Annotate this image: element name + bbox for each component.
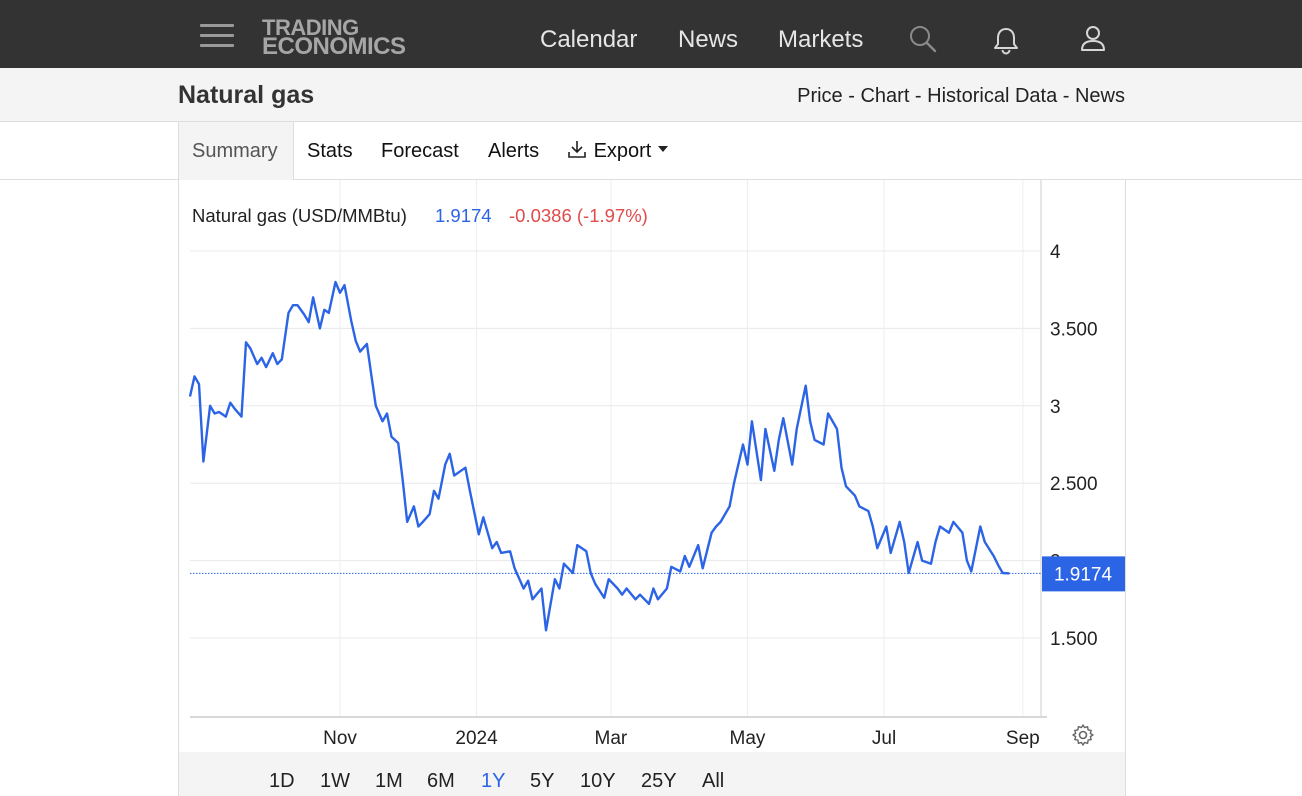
nav-news[interactable]: News: [678, 26, 739, 53]
link-news[interactable]: News: [1074, 85, 1125, 107]
range-selector: 1D 1W 1M 6M 1Y 5Y 10Y 25Y All: [178, 752, 1126, 796]
range-1d[interactable]: 1D: [269, 770, 295, 792]
logo-line1: TRADING: [262, 15, 359, 40]
caret-down-icon: [657, 146, 668, 152]
settings-gear-icon[interactable]: [1071, 723, 1095, 747]
search-icon[interactable]: [908, 24, 938, 54]
nav-markets[interactable]: Markets: [778, 26, 864, 53]
separator: -: [1057, 85, 1075, 107]
separator: -: [909, 85, 928, 107]
range-10y[interactable]: 10Y: [580, 770, 616, 792]
range-all[interactable]: All: [702, 770, 725, 792]
top-navbar: TRADING ECONOMICS Calendar News Markets: [0, 0, 1302, 68]
nav-calendar[interactable]: Calendar: [540, 26, 638, 53]
chart-panel: [178, 180, 1126, 796]
download-icon: [568, 141, 586, 158]
link-chart[interactable]: Chart: [860, 85, 910, 107]
tab-export[interactable]: Export: [566, 122, 669, 180]
tab-alerts[interactable]: Alerts: [488, 140, 540, 162]
range-25y[interactable]: 25Y: [641, 770, 677, 792]
page-title: Natural gas: [178, 81, 315, 109]
logo[interactable]: TRADING ECONOMICS: [262, 17, 432, 59]
menu-icon[interactable]: [200, 24, 234, 48]
user-icon[interactable]: [1078, 23, 1108, 53]
link-price[interactable]: Price: [797, 85, 843, 107]
link-historical-data[interactable]: Historical Data: [927, 85, 1058, 107]
bell-icon[interactable]: [991, 25, 1021, 55]
tab-bar: Summary Stats Forecast Alerts Export: [0, 122, 1302, 181]
separator: -: [842, 85, 861, 107]
tab-stats[interactable]: Stats: [307, 140, 353, 162]
tab-forecast[interactable]: Forecast: [381, 140, 459, 162]
breadcrumb: Price - Chart - Historical Data - News: [797, 85, 1125, 107]
range-6m[interactable]: 6M: [427, 770, 455, 792]
export-label: Export: [593, 140, 652, 162]
title-bar: Natural gas Price - Chart - Historical D…: [0, 68, 1302, 122]
range-1y[interactable]: 1Y: [481, 770, 506, 792]
range-5y[interactable]: 5Y: [530, 770, 555, 792]
range-1m[interactable]: 1M: [375, 770, 403, 792]
tab-summary[interactable]: Summary: [178, 122, 294, 181]
range-1w[interactable]: 1W: [320, 770, 350, 792]
logo-line2: ECONOMICS: [262, 33, 406, 60]
